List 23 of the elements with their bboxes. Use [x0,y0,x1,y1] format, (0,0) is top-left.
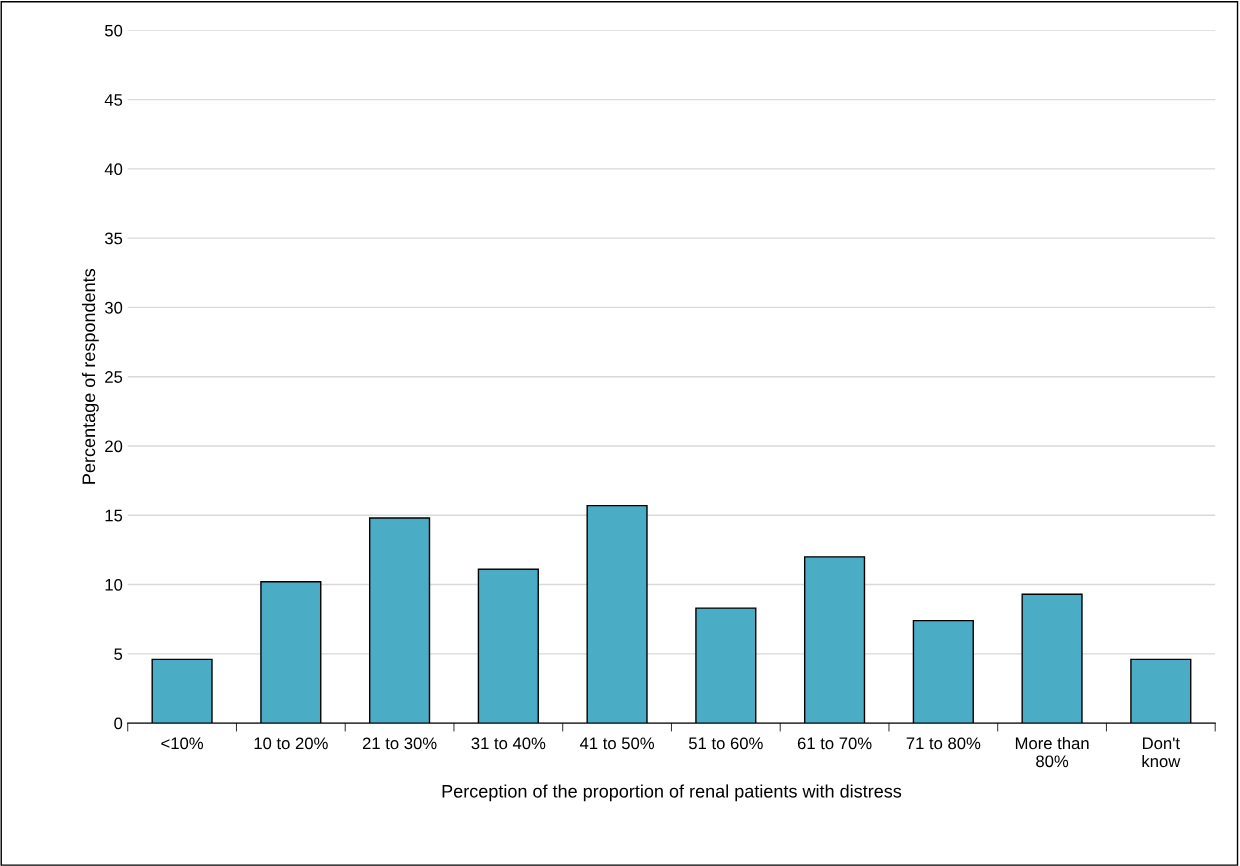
x-tick-label: 10 to 20% [254,737,328,750]
x-tick-label: 21 to 30% [362,737,437,750]
y-tick-label: 50 [104,24,123,37]
y-tick-label: 40 [104,163,123,176]
y-tick-label: 20 [105,440,123,453]
y-tick-label: 35 [104,232,123,245]
x-tick-label: 31 to 40% [471,737,546,750]
y-tick-label: 25 [105,371,123,383]
y-axis-title: Percentage of respondents [81,268,99,484]
y-tick-label: 0 [114,717,123,730]
x-tick-label: More than 80% [1015,737,1089,768]
x-tick-label: <10% [161,737,204,750]
y-tick-label: 10 [105,578,123,591]
x-axis-title: Perception of the proportion of renal patients with distress [442,784,902,802]
y-tick-label: 45 [104,94,123,106]
x-tick-label: 51 to 60% [688,737,763,750]
x-tick-label: 41 to 50% [579,737,655,750]
y-tick-label: 15 [105,509,123,522]
x-tick-label: 71 to 80% [906,737,981,750]
y-tick-label: 30 [104,301,123,314]
x-tick-label: 61 to 70% [797,737,872,750]
y-tick-label: 5 [114,648,123,661]
x-tick-label: Don't know [1142,737,1181,768]
